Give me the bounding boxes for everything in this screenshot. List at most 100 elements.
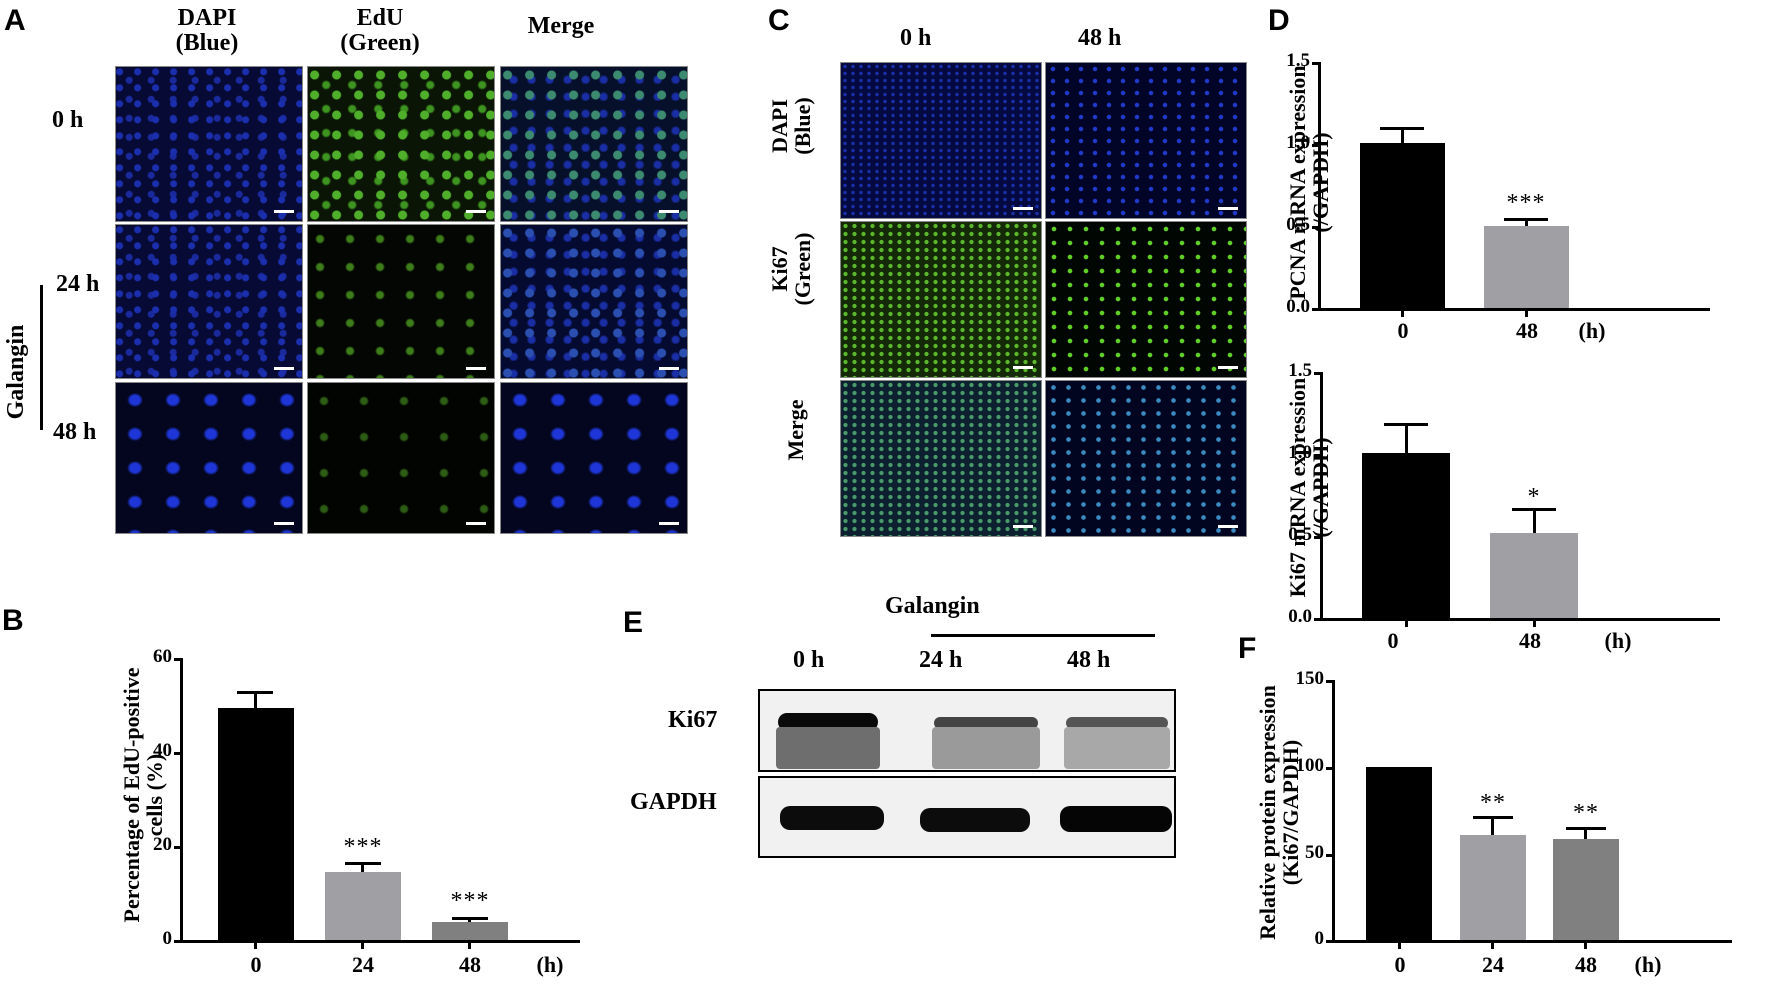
scale-bar xyxy=(1013,366,1033,369)
row-dapi-line2: (Blue) xyxy=(790,97,816,155)
protein-gapdh: GAPDH xyxy=(630,789,717,815)
galangin-bracket-line xyxy=(931,634,1155,637)
error-cap xyxy=(1512,508,1556,511)
ytick-0: 0 xyxy=(162,928,173,949)
band-gapdh-0h xyxy=(780,806,884,830)
micrograph-c-merge-48h xyxy=(1045,380,1247,537)
micrograph-a-edu-0h xyxy=(307,66,495,222)
x-unit: (h) xyxy=(1578,318,1606,343)
panel-b-ylabel: Percentage of EdU-positive cells (%) xyxy=(119,635,167,955)
panel-a-row-48h: 48 h xyxy=(53,419,97,445)
smear-ki67-0h xyxy=(776,727,880,769)
xtick-0: 0 xyxy=(250,952,262,977)
smear-ki67-24h xyxy=(932,727,1040,769)
bar-f-48h xyxy=(1553,839,1619,940)
significance-b-24h: *** xyxy=(343,834,383,860)
error-bar xyxy=(1405,424,1408,453)
ytick-mark xyxy=(1312,226,1320,229)
xtick-mark xyxy=(1533,618,1536,627)
band-gapdh-24h xyxy=(920,808,1030,832)
ytick-0.0: 0.0 xyxy=(1286,296,1310,317)
panel-c-label: C xyxy=(768,4,790,37)
xtick-mark xyxy=(1584,940,1587,949)
scale-bar xyxy=(1218,366,1238,369)
panel-d2-ylabel: Ki67 mRNA expression (/GAPDH) xyxy=(1285,355,1333,620)
panel-b-label: B xyxy=(2,604,24,637)
lane-0h: 0 h xyxy=(793,647,825,673)
significance-b-48h: *** xyxy=(450,888,490,914)
panel-c-row-ki67: Ki67 (Green) xyxy=(767,204,815,334)
error-bar xyxy=(1491,817,1494,835)
micrograph-a-merge-24h xyxy=(500,224,688,379)
panel-c-col-0h: 0 h xyxy=(900,25,932,51)
panel-d2-x-axis xyxy=(1320,618,1720,621)
micrograph-c-merge-0h xyxy=(840,380,1042,537)
micrograph-c-dapi-0h xyxy=(840,62,1042,219)
ylabel-line1: Percentage of EdU-positive xyxy=(119,667,144,923)
error-bar xyxy=(468,918,471,922)
scale-bar xyxy=(659,367,679,370)
band-ki67-0h xyxy=(778,713,878,731)
significance-f-48h: ** xyxy=(1573,800,1599,826)
ylabel-line1: Relative protein expression xyxy=(1255,685,1280,940)
error-bar xyxy=(1584,828,1587,839)
ytick-mark xyxy=(174,752,182,755)
xtick-mark xyxy=(254,940,257,949)
ytick-0: 0 xyxy=(1314,928,1325,949)
panel-a-label: A xyxy=(4,4,26,37)
error-cap xyxy=(237,691,273,694)
scale-bar xyxy=(1013,525,1033,528)
xtick-mark xyxy=(1405,618,1408,627)
x-unit: (h) xyxy=(536,952,564,977)
bar-pcna-48h xyxy=(1484,226,1569,308)
ytick-mark xyxy=(1326,767,1334,770)
xtick-48: 48 xyxy=(1516,318,1538,343)
ytick-mark xyxy=(1312,308,1320,311)
galangin-bracket-line xyxy=(40,285,43,430)
xtick-mark xyxy=(361,940,364,949)
scale-bar xyxy=(1013,207,1033,210)
western-galangin-label: Galangin xyxy=(885,593,980,619)
band-gapdh-48h xyxy=(1060,806,1172,832)
ytick-0.5: 0.5 xyxy=(1288,524,1312,545)
panel-d1-y-axis xyxy=(1318,62,1321,310)
micrograph-a-dapi-48h xyxy=(115,382,303,534)
ytick-60: 60 xyxy=(153,646,172,667)
scale-bar xyxy=(274,522,294,525)
significance-f-24h: ** xyxy=(1480,790,1506,816)
ytick-mark xyxy=(174,940,182,943)
error-cap xyxy=(345,862,381,865)
error-cap xyxy=(1566,827,1606,830)
xtick-48: 48 xyxy=(1575,952,1597,977)
xtick-mark xyxy=(1491,940,1494,949)
ytick-50: 50 xyxy=(1305,842,1324,863)
ytick-mark xyxy=(1312,62,1320,65)
bar-b-48h xyxy=(432,922,508,940)
ytick-mark xyxy=(1312,144,1320,147)
ytick-1.0: 1.0 xyxy=(1288,442,1312,463)
xtick-mark xyxy=(468,940,471,949)
micrograph-c-dapi-48h xyxy=(1045,62,1247,219)
panel-d2-y-axis xyxy=(1320,372,1323,620)
error-bar xyxy=(1401,128,1404,143)
ytick-0.0: 0.0 xyxy=(1288,606,1312,627)
panel-f-x-axis xyxy=(1332,940,1732,943)
scale-bar xyxy=(659,210,679,213)
micrograph-a-merge-48h xyxy=(500,382,688,534)
col-edu-line2: (Green) xyxy=(340,30,420,57)
col-dapi-line2: (Blue) xyxy=(175,30,239,57)
scale-bar xyxy=(466,210,486,213)
band-ki67-48h xyxy=(1066,717,1168,729)
scale-bar xyxy=(274,210,294,213)
panel-d-label: D xyxy=(1268,4,1290,37)
micrograph-a-merge-0h xyxy=(500,66,688,222)
panel-a-row-24h: 24 h xyxy=(56,271,100,297)
scale-bar xyxy=(466,522,486,525)
error-cap xyxy=(1384,423,1428,426)
blot-ki67 xyxy=(758,689,1176,772)
col-dapi-line1: DAPI xyxy=(177,5,237,31)
ytick-100: 100 xyxy=(1295,755,1325,776)
ylabel-line2: (Ki67/GAPDH) xyxy=(1278,739,1304,886)
ytick-1.5: 1.5 xyxy=(1288,360,1312,381)
significance-pcna-48h: *** xyxy=(1506,190,1546,216)
